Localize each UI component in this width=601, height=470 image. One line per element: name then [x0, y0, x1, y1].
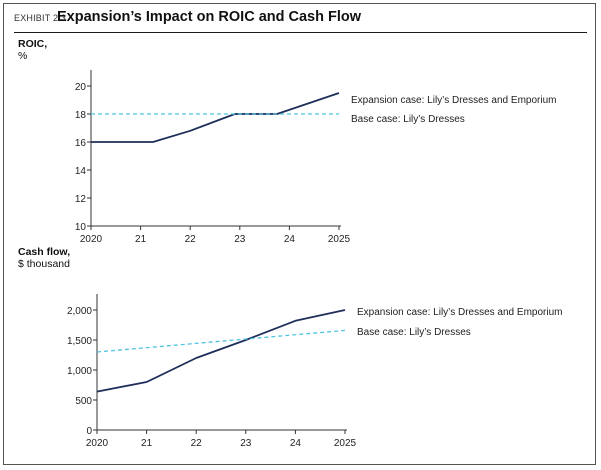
roic-x-tick-label: 21 [135, 234, 147, 245]
roic-axis-title: ROIC, % [18, 38, 47, 62]
roic-y-tick-label: 16 [75, 138, 87, 149]
cashflow-x-tick-label: 21 [141, 438, 153, 449]
roic-expansion-case-label: Expansion case: Lily’s Dresses and Empor… [351, 95, 556, 106]
cashflow-y-tick-label: 1,000 [67, 366, 92, 377]
exhibit-number: EXHIBIT 2.3 [14, 13, 67, 23]
roic-x-tick-label: 24 [284, 234, 296, 245]
cashflow-axis-title-line2: $ thousand [18, 258, 70, 270]
roic-x-tick-label: 2020 [80, 234, 103, 245]
exhibit-frame [3, 3, 596, 465]
cashflow-y-tick-label: 500 [75, 396, 92, 407]
roic-axis-title-line1: ROIC, [18, 38, 48, 50]
cashflow-y-tick-label: 0 [86, 426, 92, 437]
cashflow-x-tick-label: 2025 [334, 438, 357, 449]
roic-axis-title-line2: % [18, 50, 28, 62]
cashflow-y-tick-label: 2,000 [67, 306, 92, 317]
cashflow-axis-title: Cash flow, $ thousand [18, 246, 70, 270]
cashflow-base-case-label: Base case: Lily’s Dresses [357, 327, 471, 338]
roic-y-tick-label: 12 [75, 194, 87, 205]
cashflow-x-tick-label: 24 [290, 438, 302, 449]
cashflow-expansion-case-line [96, 309, 346, 393]
roic-x-tick-label: 22 [185, 234, 197, 245]
cashflow-x-tick-label: 23 [240, 438, 252, 449]
roic-base-case-label: Base case: Lily’s Dresses [351, 114, 465, 125]
roic-expansion-case-line [91, 92, 340, 143]
cashflow-x-tick-label: 22 [191, 438, 203, 449]
roic-y-tick-label: 18 [75, 110, 87, 121]
roic-x-tick-label: 2025 [328, 234, 351, 245]
roic-x-tick-label: 23 [234, 234, 246, 245]
roic-y-tick-label: 20 [75, 82, 87, 93]
cashflow-x-tick-label: 2020 [86, 438, 109, 449]
roic-y-tick-label: 10 [75, 222, 87, 233]
cashflow-expansion-case-label: Expansion case: Lily’s Dresses and Empor… [357, 307, 562, 318]
cashflow-y-tick-label: 1,500 [67, 336, 92, 347]
exhibit-header: EXHIBIT 2.3 Expansion’s Impact on ROIC a… [14, 9, 587, 33]
cashflow-axis-title-line1: Cash flow, [18, 246, 71, 258]
cashflow-chart: 0 500 1,000 1,500 2,000 2020 21 22 23 24 2025 Expan… [67, 294, 562, 449]
roic-y-tick-label: 14 [75, 166, 87, 177]
exhibit-title: Expansion’s Impact on ROIC and Cash Flow [57, 9, 362, 25]
